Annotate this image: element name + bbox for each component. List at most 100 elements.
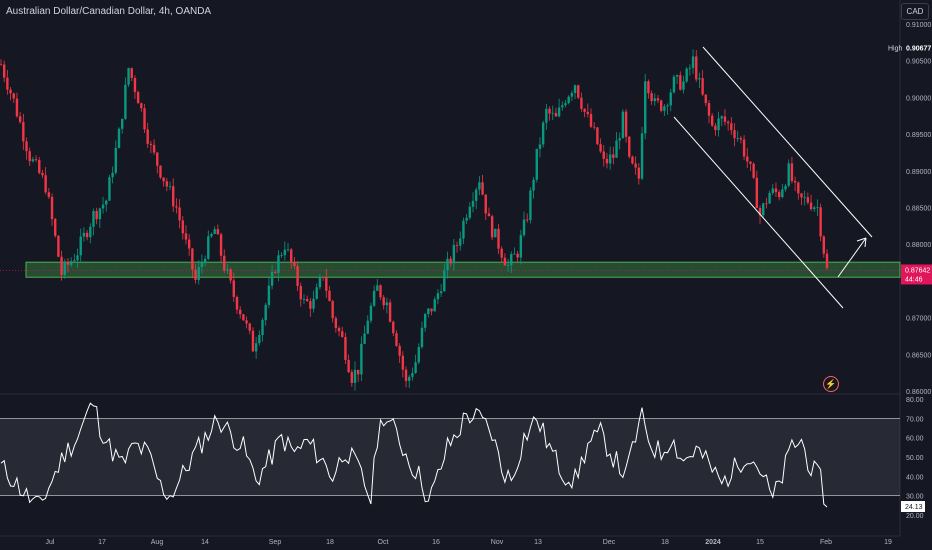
candle-body	[494, 228, 497, 238]
candle-body	[54, 219, 57, 236]
candle-body	[162, 177, 165, 182]
candle-body	[561, 105, 564, 108]
candle-body	[44, 175, 47, 193]
candle-body	[784, 185, 787, 190]
candle-body	[168, 186, 172, 188]
candle-body	[251, 330, 255, 352]
candle-body	[615, 140, 618, 158]
candle-body	[41, 172, 44, 176]
candle-body	[341, 331, 344, 338]
candle-body	[516, 253, 519, 258]
rsi-line	[0, 402, 828, 508]
rsi-tick-label: 70.00	[906, 416, 924, 423]
candle-body	[650, 93, 653, 102]
candle-body	[411, 372, 414, 377]
candle-body	[178, 207, 181, 221]
candle-body	[267, 285, 271, 305]
candle-body	[691, 56, 695, 68]
candle-body	[605, 158, 609, 164]
time-tick-label: 17	[98, 539, 106, 546]
high-label: High	[888, 46, 903, 53]
candle-body	[809, 202, 813, 210]
candle-body	[726, 121, 730, 124]
candle-body	[187, 239, 191, 249]
time-tick-label: 18	[661, 539, 669, 546]
rsi-band	[0, 418, 900, 496]
candle-body	[92, 211, 95, 227]
candle-body	[108, 177, 111, 201]
candle-body	[73, 260, 76, 262]
candle-body	[299, 286, 302, 300]
candle-body	[803, 197, 806, 199]
candle-body	[777, 192, 781, 198]
candle-body	[774, 188, 778, 193]
candle-body	[497, 228, 500, 249]
currency-button[interactable]: CAD	[901, 3, 929, 20]
candle-body	[331, 301, 334, 319]
time-tick-label: 14	[201, 539, 209, 546]
candle-body	[733, 130, 736, 139]
candle-body	[270, 271, 274, 286]
candle-body	[6, 77, 9, 90]
candle-body	[577, 85, 580, 98]
candle-body	[347, 359, 350, 373]
candle-body	[551, 112, 554, 114]
candle-body	[592, 126, 596, 128]
candle-body	[328, 290, 331, 302]
rsi-tick-label: 20.00	[906, 513, 924, 520]
projection-arrowhead	[856, 237, 867, 248]
candle-body	[76, 255, 79, 261]
price-tick-label: 0.89000	[906, 169, 931, 176]
candle-body	[296, 266, 299, 287]
time-tick-label: Sep	[269, 539, 282, 546]
candle-body	[800, 193, 803, 198]
candle-body	[532, 179, 535, 191]
candle-body	[238, 309, 242, 315]
candle-body	[675, 75, 679, 77]
candle-body	[47, 192, 51, 197]
rsi-last-badge	[901, 501, 925, 513]
candle-body	[124, 84, 127, 119]
candle-body	[446, 258, 449, 271]
candle-body	[302, 298, 306, 300]
candle-body	[573, 85, 577, 93]
candle-body	[449, 258, 452, 264]
candle-body	[621, 111, 625, 139]
candle-body	[698, 78, 701, 80]
candle-body	[755, 177, 759, 208]
candle-body	[181, 220, 184, 234]
candle-body	[356, 369, 360, 375]
candle-body	[746, 156, 749, 162]
candle-body	[334, 318, 338, 329]
candle-body	[60, 256, 63, 275]
candle-body	[462, 220, 465, 239]
candle-body	[318, 277, 322, 288]
candle-body	[481, 182, 484, 195]
candle-body	[388, 302, 392, 322]
price-tick-label: 0.87000	[906, 316, 931, 323]
candle-body	[510, 254, 513, 266]
candle-body	[816, 207, 819, 209]
candle-body	[229, 269, 232, 281]
candle-body	[18, 116, 22, 123]
candle-body	[669, 92, 672, 106]
candle-body	[781, 189, 784, 198]
candle-body	[484, 194, 487, 214]
rsi-tick-label: 50.00	[906, 455, 924, 462]
candle-body	[644, 81, 647, 134]
candle-body	[305, 298, 309, 302]
candle-body	[325, 277, 328, 291]
lightning-icon[interactable]: ⚡	[823, 376, 839, 392]
time-tick-label: 18	[326, 539, 334, 546]
candle-body	[175, 206, 178, 208]
time-tick-label: Feb	[820, 539, 832, 546]
candle-body	[503, 257, 507, 266]
candle-body	[790, 163, 794, 181]
candle-body	[704, 94, 708, 104]
candle-body	[439, 291, 443, 294]
candle-body	[436, 293, 440, 300]
rsi-last-value: 24.13	[905, 504, 923, 511]
candle-body	[315, 287, 318, 299]
candle-body	[9, 89, 12, 94]
